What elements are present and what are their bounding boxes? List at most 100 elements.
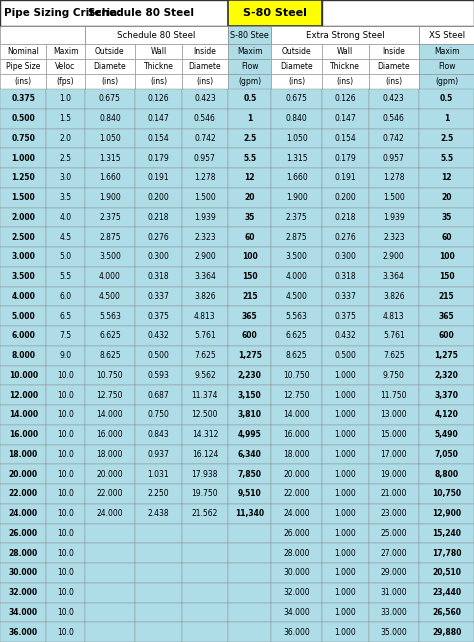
Bar [272, 464, 322, 484]
Bar [368, 108, 419, 128]
Text: 1.250: 1.250 [11, 173, 35, 182]
Bar [322, 227, 368, 247]
Bar [182, 74, 228, 89]
Text: Flow: Flow [438, 62, 456, 71]
Text: Thickne: Thickne [330, 62, 360, 71]
Text: 21.562: 21.562 [192, 509, 218, 518]
Text: Diamete: Diamete [377, 62, 410, 71]
Text: 22.000: 22.000 [9, 489, 38, 498]
Bar [368, 504, 419, 523]
Bar [182, 385, 228, 405]
Bar [0, 168, 46, 187]
Text: 1.000: 1.000 [334, 549, 356, 558]
Text: 14.312: 14.312 [192, 430, 218, 439]
Bar [135, 266, 182, 286]
Bar [322, 266, 368, 286]
Bar [322, 405, 368, 425]
Bar [84, 187, 135, 207]
Bar [419, 306, 474, 326]
Bar [46, 187, 84, 207]
Bar [368, 425, 419, 444]
Text: 1: 1 [247, 114, 252, 123]
Text: 100: 100 [242, 252, 258, 261]
Bar [228, 168, 272, 187]
Text: 9,510: 9,510 [238, 489, 262, 498]
Text: 4,995: 4,995 [238, 430, 262, 439]
Text: Diamete: Diamete [281, 62, 313, 71]
Bar [46, 346, 84, 365]
Bar [419, 74, 474, 89]
Text: 6.625: 6.625 [99, 331, 121, 340]
Bar [46, 227, 84, 247]
Bar [0, 266, 46, 286]
Bar [182, 168, 228, 187]
Bar [135, 504, 182, 523]
Bar [228, 385, 272, 405]
Bar [182, 227, 228, 247]
Bar [84, 622, 135, 642]
Bar [182, 44, 228, 59]
Text: 1.278: 1.278 [383, 173, 405, 182]
Text: 14.000: 14.000 [283, 410, 310, 419]
Bar [228, 0, 322, 26]
Text: 6,340: 6,340 [238, 450, 262, 459]
Bar [84, 365, 135, 385]
Text: 12.750: 12.750 [283, 390, 310, 399]
Text: 1.000: 1.000 [334, 390, 356, 399]
Bar [46, 504, 84, 523]
Bar [322, 286, 368, 306]
Text: Schedule 80 Steel: Schedule 80 Steel [117, 31, 196, 40]
Bar [46, 602, 84, 622]
Bar [322, 504, 368, 523]
Bar [228, 464, 272, 484]
Text: 150: 150 [242, 272, 257, 281]
Text: 1.000: 1.000 [334, 608, 356, 617]
Text: 29.000: 29.000 [381, 568, 407, 577]
Bar [368, 74, 419, 89]
Text: 0.840: 0.840 [99, 114, 121, 123]
Bar [84, 484, 135, 504]
Bar [84, 504, 135, 523]
Bar [84, 74, 135, 89]
Bar [84, 168, 135, 187]
Bar [182, 444, 228, 464]
Text: 1.000: 1.000 [334, 450, 356, 459]
Text: 5.5: 5.5 [440, 153, 453, 162]
Bar [0, 602, 46, 622]
Text: 1,275: 1,275 [238, 351, 262, 360]
Text: 34.000: 34.000 [9, 608, 38, 617]
Bar [0, 484, 46, 504]
Text: 1.0: 1.0 [60, 94, 72, 103]
Text: 0.375: 0.375 [11, 94, 35, 103]
Bar [46, 74, 84, 89]
Text: 0.191: 0.191 [148, 173, 169, 182]
Text: 3.5: 3.5 [59, 193, 72, 202]
Bar [419, 108, 474, 128]
Text: 0.126: 0.126 [148, 94, 169, 103]
Text: 600: 600 [439, 331, 455, 340]
Text: 3.500: 3.500 [99, 252, 121, 261]
Text: (ins): (ins) [101, 77, 118, 86]
Bar [419, 207, 474, 227]
Text: 20,510: 20,510 [432, 568, 461, 577]
Text: 1.000: 1.000 [334, 489, 356, 498]
Bar [272, 59, 322, 74]
Bar [135, 128, 182, 148]
Bar [0, 0, 228, 26]
Text: 5,490: 5,490 [435, 430, 458, 439]
Bar [182, 187, 228, 207]
Text: 0.200: 0.200 [334, 193, 356, 202]
Text: 4.0: 4.0 [59, 213, 72, 222]
Text: Pipe Sizing Criteria:: Pipe Sizing Criteria: [4, 8, 121, 18]
Text: 1.939: 1.939 [383, 213, 405, 222]
Text: 5.5: 5.5 [243, 153, 256, 162]
Text: 0.546: 0.546 [383, 114, 405, 123]
Bar [0, 385, 46, 405]
Text: 5.563: 5.563 [99, 311, 121, 320]
Bar [368, 207, 419, 227]
Bar [322, 385, 368, 405]
Bar [182, 207, 228, 227]
Bar [228, 583, 272, 602]
Bar [322, 444, 368, 464]
Text: (gpm): (gpm) [435, 77, 458, 86]
